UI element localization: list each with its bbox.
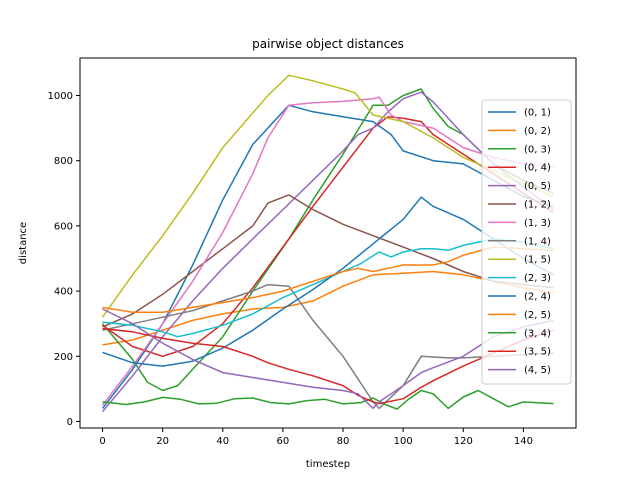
- series-line-10: [102, 196, 554, 367]
- legend-entry: (3, 4): [524, 328, 551, 339]
- x-tick-label: 20: [156, 436, 169, 447]
- series-line-4: [101, 91, 554, 413]
- x-tick-label: 100: [394, 436, 413, 447]
- y-axis: 0 200 400 600 800 1000: [48, 91, 80, 428]
- series-layer: [101, 74, 554, 413]
- legend-entry: (0, 1): [524, 108, 551, 119]
- legend-entry: (1, 4): [524, 236, 551, 247]
- legend-entry: (4, 5): [524, 365, 551, 376]
- series-line-2: [101, 88, 554, 392]
- y-tick-label: 1000: [48, 91, 73, 102]
- x-axis-label: timestep: [306, 459, 350, 470]
- y-axis-label: distance: [18, 222, 29, 264]
- x-axis: 0 20 40 60 80 100 120 140: [99, 428, 533, 447]
- chart-title: pairwise object distances: [252, 37, 404, 51]
- y-tick-label: 600: [54, 221, 73, 232]
- y-tick-label: 800: [54, 156, 73, 167]
- x-tick-label: 140: [514, 436, 533, 447]
- series-line-12: [102, 389, 554, 410]
- y-tick-label: 200: [54, 352, 73, 363]
- legend-entry: (0, 2): [524, 126, 551, 137]
- series-line-14: [102, 308, 554, 410]
- x-tick-label: 40: [216, 436, 229, 447]
- legend-entry: (1, 2): [524, 200, 551, 211]
- series-line-6: [101, 96, 554, 406]
- series-line-11: [102, 246, 554, 314]
- x-tick-label: 60: [277, 436, 290, 447]
- plot-frame: [79, 57, 577, 429]
- legend-entry: (2, 5): [524, 310, 551, 321]
- series-line-0: [101, 104, 554, 409]
- y-tick-label: 400: [54, 287, 73, 298]
- legend-entry: (2, 4): [524, 292, 551, 303]
- legend-entry: (0, 5): [524, 181, 551, 192]
- series-line-9: [102, 238, 554, 338]
- series-line-8: [101, 74, 554, 318]
- series-line-5: [102, 194, 554, 328]
- y-tick-label: 0: [67, 417, 73, 428]
- legend-entry: (0, 3): [524, 144, 551, 155]
- series-line-3: [102, 115, 554, 358]
- series-line-13: [102, 327, 554, 405]
- legend-entry: (1, 3): [524, 218, 551, 229]
- x-tick-label: 80: [337, 436, 350, 447]
- legend: (0, 1) (0, 2) (0, 3) (0, 4) (0, 5) (1, 2) (1, …: [481, 99, 572, 385]
- legend-box: [481, 99, 572, 385]
- x-tick-label: 0: [99, 436, 105, 447]
- series-line-1: [102, 270, 554, 346]
- x-tick-label: 120: [454, 436, 473, 447]
- legend-entry: (0, 4): [524, 163, 551, 174]
- legend-entry: (3, 5): [524, 347, 551, 358]
- legend-entry: (1, 5): [524, 255, 551, 266]
- legend-entry: (2, 3): [524, 273, 551, 284]
